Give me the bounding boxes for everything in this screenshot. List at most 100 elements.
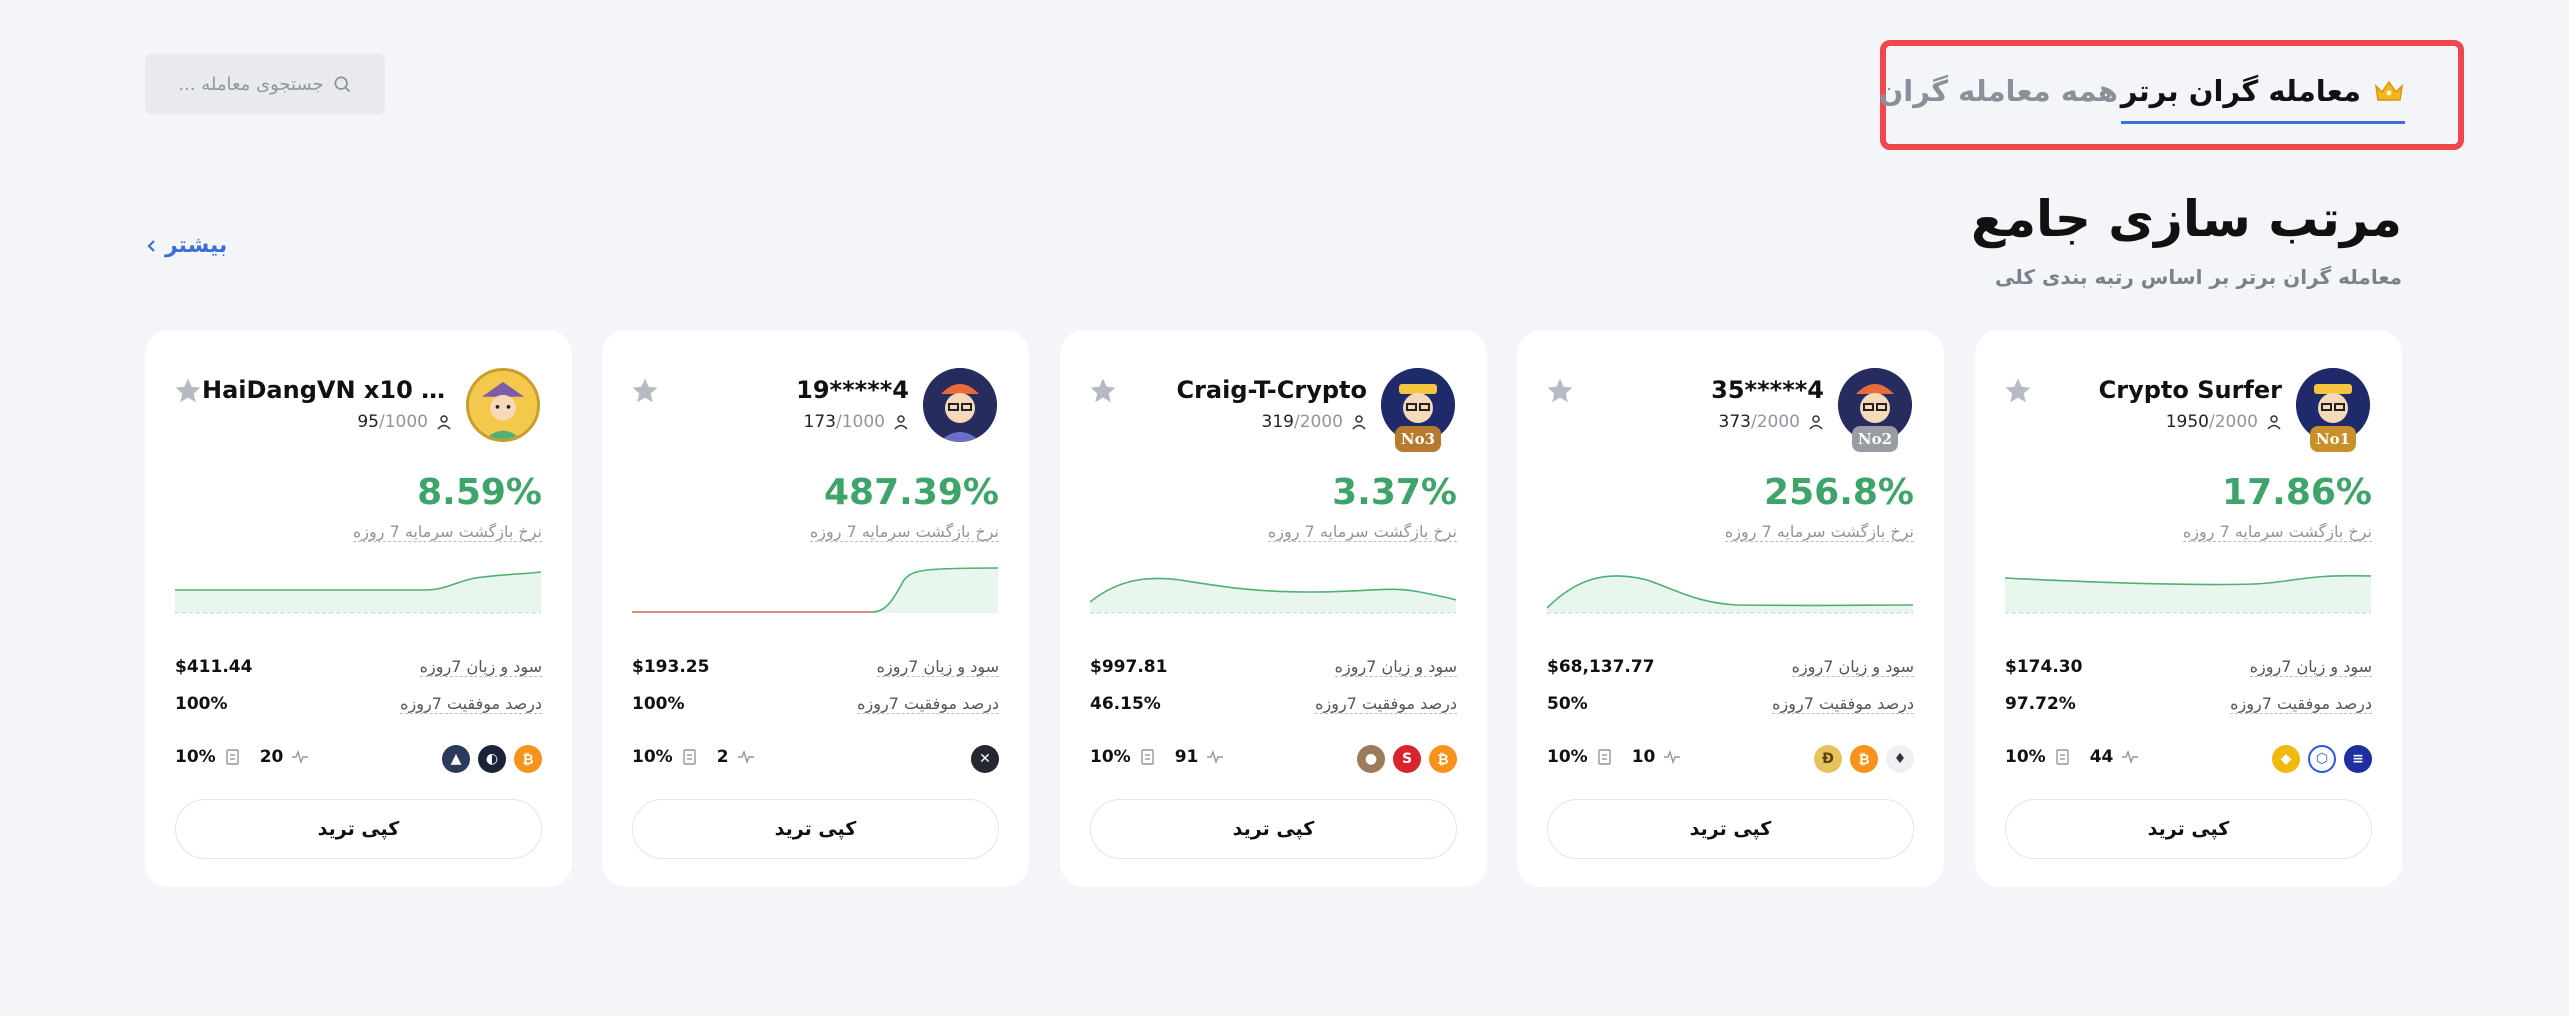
trader-card: HaiDangVN x10 x20... 95/1000 8.59% نرخ ب… [145, 330, 572, 887]
user-icon [1352, 415, 1366, 430]
trader-card: 19*****4 173/1000 487.39% نرخ بازگشت سرم… [602, 330, 1029, 887]
card-stats: 10% 20 [175, 747, 309, 767]
search-input[interactable]: جستجوی معامله ... [145, 54, 385, 114]
trader-card: No2 35*****4 373/2000 256.8% نرخ بازگشت … [1517, 330, 1944, 887]
tab-top-traders[interactable]: معامله گران برتر [2120, 62, 2405, 124]
roi-sparkline [2005, 574, 2371, 614]
roi-label: نرخ بازگشت سرمایه 7 روزه [2182, 522, 2372, 542]
mog-coin-icon: ● [1357, 745, 1385, 773]
active-tab-underline [2120, 121, 2405, 124]
card-stats: 10% 2 [632, 747, 755, 767]
trades-count: 2 [716, 747, 729, 767]
search-placeholder: جستجوی معامله ... [178, 73, 324, 95]
favorite-star-icon[interactable] [173, 376, 203, 406]
chevron-left-icon [147, 239, 155, 252]
followers-count: 319/2000 [1262, 412, 1367, 432]
avatar [923, 368, 997, 442]
document-icon [2056, 749, 2069, 765]
profit-share: 10% [632, 747, 673, 767]
profit-share: 10% [1547, 747, 1588, 767]
coin-list: ₿ ◐ ▲ [442, 745, 542, 773]
trader-card: No3 Craig-T-Crypto 319/2000 3.37% نرخ با… [1060, 330, 1487, 887]
win-rate-label: درصد موفقیت 7روزه [1315, 694, 1457, 714]
card-stats: 10% 91 [1090, 747, 1224, 767]
trader-name[interactable]: HaiDangVN x10 x20... [202, 376, 452, 404]
tab-all-traders[interactable]: همه معامله گران [1878, 62, 2118, 120]
trader-name[interactable]: Craig-T-Crypto [1176, 376, 1367, 404]
followers-max: /2000 [1751, 412, 1800, 432]
win-rate-value: 100% [175, 694, 228, 714]
trades-count: 10 [1631, 747, 1656, 767]
tab-top-traders-label: معامله گران برتر [2120, 74, 2361, 108]
roi-value: 17.86% [2222, 472, 2372, 513]
document-icon [1598, 749, 1611, 765]
favorite-star-icon[interactable] [1088, 376, 1118, 406]
followers-max: /2000 [2209, 412, 2258, 432]
pnl-label: سود و زیان 7روزه [1334, 657, 1457, 677]
coin-list: ₿ S ● [1357, 745, 1457, 773]
followers-current: 1950 [2165, 412, 2209, 432]
copy-trade-button[interactable]: کپی ترید [175, 799, 542, 859]
favorite-star-icon[interactable] [2003, 376, 2033, 406]
card-stats: 10% 10 [1547, 747, 1681, 767]
roi-label: نرخ بازگشت سرمایه 7 روزه [1267, 522, 1457, 542]
trader-name[interactable]: 19*****4 [796, 376, 909, 404]
followers-count: 373/2000 [1719, 412, 1824, 432]
roi-value: 256.8% [1764, 472, 1914, 513]
coin-list: ≡ ⬡ ◆ [2272, 745, 2372, 773]
followers-current: 373 [1718, 412, 1751, 432]
bnb-coin-icon: ◆ [2272, 745, 2300, 773]
pnl-value: $997.81 [1090, 657, 1168, 677]
trades-count: 20 [259, 747, 284, 767]
coin-list: ♦ ₿ Ð [1814, 745, 1914, 773]
profit-share: 10% [2005, 747, 2046, 767]
followers-current: 173 [803, 412, 836, 432]
trader-card: No1 Crypto Surfer 1950/2000 17.86% نرخ ب… [1975, 330, 2402, 887]
activity-icon [737, 749, 754, 765]
pnl-label: سود و زیان 7روزه [2249, 657, 2372, 677]
win-rate-label: درصد موفقیت 7روزه [1772, 694, 1914, 714]
pnl-value: $411.44 [175, 657, 253, 677]
user-icon [894, 415, 908, 430]
pnl-label: سود و زیان 7روزه [876, 657, 999, 677]
trader-name[interactable]: Crypto Surfer [2098, 376, 2282, 404]
avatar [466, 368, 540, 442]
followers-count: 1950/2000 [2166, 412, 2282, 432]
page-subtitle: معامله گران برتر بر اساس رتبه بندی کلی [1995, 265, 2402, 289]
followers-current: 319 [1261, 412, 1294, 432]
copy-trade-button[interactable]: کپی ترید [2005, 799, 2372, 859]
win-rate-label: درصد موفقیت 7روزه [2230, 694, 2372, 714]
profit-share: 10% [1090, 747, 1131, 767]
activity-icon [1207, 749, 1224, 765]
roi-label: نرخ بازگشت سرمایه 7 روزه [352, 522, 542, 542]
win-rate-value: 46.15% [1090, 694, 1161, 714]
coin-list: ✕ [971, 745, 999, 773]
trader-name[interactable]: 35*****4 [1711, 376, 1824, 404]
search-icon [334, 76, 350, 93]
win-rate-value: 100% [632, 694, 685, 714]
rank-badge: No2 [1852, 426, 1898, 452]
sui-coin-icon: S [1393, 745, 1421, 773]
roi-sparkline [632, 567, 998, 613]
roi-label: نرخ بازگشت سرمایه 7 روزه [1724, 522, 1914, 542]
tab-all-traders-label: همه معامله گران [1878, 74, 2118, 108]
trades-count: 44 [2089, 747, 2114, 767]
page-title: مرتب سازی جامع [1970, 190, 2402, 248]
document-icon [1141, 749, 1154, 765]
ethereum-coin-icon: ♦ [1886, 745, 1914, 773]
cyber-coin-icon: ◐ [478, 745, 506, 773]
roi-sparkline [175, 571, 541, 614]
copy-trade-button[interactable]: کپی ترید [632, 799, 999, 859]
more-link[interactable]: بیشتر [145, 233, 227, 258]
win-rate-value: 97.72% [2005, 694, 2076, 714]
trades-count: 91 [1174, 747, 1199, 767]
pnl-value: $68,137.77 [1547, 657, 1655, 677]
copy-trade-button[interactable]: کپی ترید [1547, 799, 1914, 859]
dogecoin-coin-icon: Ð [1814, 745, 1842, 773]
pnl-value: $193.25 [632, 657, 710, 677]
activity-icon [292, 749, 309, 765]
copy-trade-button[interactable]: کپی ترید [1090, 799, 1457, 859]
favorite-star-icon[interactable] [630, 376, 660, 406]
favorite-star-icon[interactable] [1545, 376, 1575, 406]
pnl-label: سود و زیان 7روزه [419, 657, 542, 677]
